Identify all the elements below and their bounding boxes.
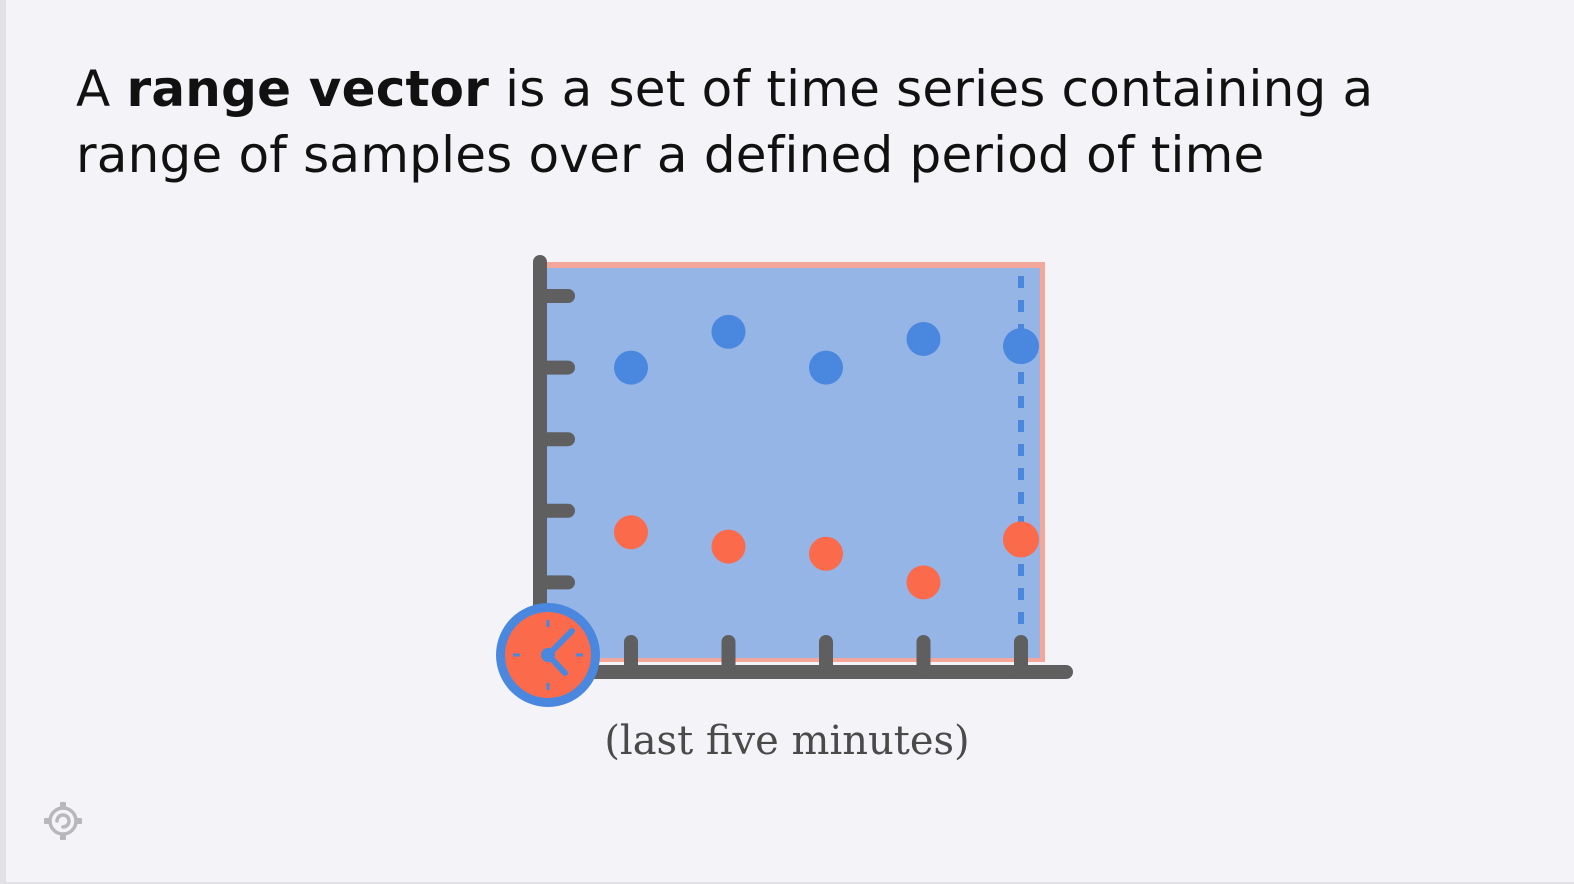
- x-axis: [533, 635, 1073, 679]
- orange-series-point-3: [809, 536, 843, 571]
- headline-term: range vector: [126, 60, 490, 118]
- time-range-caption: (last five minutes): [604, 718, 970, 764]
- blue-series-point-1: [614, 350, 648, 385]
- orange-series-point-2: [711, 529, 746, 564]
- range-window: [546, 268, 1040, 658]
- headline-rest: is a set of time series containing a: [489, 60, 1374, 118]
- headline-prefix: A: [76, 60, 127, 118]
- gear-swirl-logo-icon: [44, 802, 82, 840]
- headline: A range vector is a set of time series c…: [76, 56, 1496, 188]
- blue-series-point-4: [906, 321, 941, 356]
- orange-series-point-5: [1003, 521, 1039, 558]
- headline-line2: range of samples over a defined period o…: [76, 126, 1265, 184]
- blue-series-point-5: [1003, 328, 1039, 365]
- orange-series-point-1: [614, 515, 648, 550]
- orange-series-point-4: [906, 565, 941, 600]
- clock-icon: [496, 603, 600, 707]
- blue-series-point-3: [809, 350, 843, 385]
- blue-series-point-2: [711, 314, 746, 349]
